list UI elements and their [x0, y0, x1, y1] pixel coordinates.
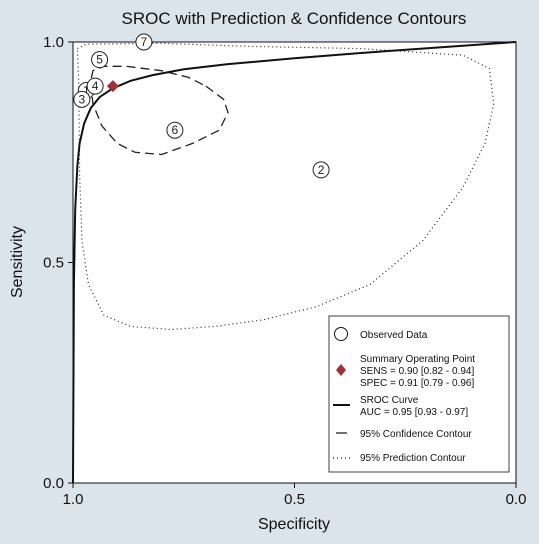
chart-title: SROC with Prediction & Confidence Contou… — [122, 9, 467, 28]
confidence-contour — [90, 65, 229, 156]
legend-confidence-label: 95% Confidence Contour — [360, 429, 472, 440]
x-axis-label: Specificity — [258, 516, 330, 533]
legend: Observed Data Summary Operating Point SE… — [328, 315, 510, 473]
y-tick-label: 0.0 — [43, 475, 64, 492]
legend-summary-title: Summary Operating Point — [360, 354, 475, 365]
observed-point-label: 7 — [141, 35, 148, 49]
observed-point-label: 5 — [96, 53, 103, 67]
observed-point-6: 6 — [166, 121, 184, 139]
observed-point-marker — [135, 33, 153, 51]
observed-point-4: 4 — [86, 77, 104, 95]
summary-operating-point — [106, 80, 119, 93]
legend-observed-label: Observed Data — [360, 330, 428, 341]
legend-summary-sens: SENS = 0.90 [0.82 - 0.94] — [360, 366, 474, 377]
legend-summary-spec: SPEC = 0.91 [0.79 - 0.96] — [360, 378, 474, 389]
legend-sroc-auc: AUC = 0.95 [0.93 - 0.97] — [360, 407, 468, 418]
y-tick-label: 0.5 — [43, 255, 64, 272]
x-tick-label: 0.0 — [506, 491, 527, 508]
observed-point-marker — [73, 90, 91, 108]
observed-point-label: 1 — [83, 84, 90, 98]
legend-box — [328, 315, 510, 473]
y-axis-label: Sensitivity — [9, 226, 26, 298]
legend-summary-symbol — [336, 364, 346, 376]
axis-ticks: 1.0 0.5 0.0 0.0 0.5 1.0 — [43, 34, 526, 508]
legend-observed-symbol — [334, 327, 348, 341]
observed-point-2: 2 — [312, 161, 330, 179]
observed-point-3: 3 — [73, 90, 91, 108]
observed-point-marker — [312, 161, 330, 179]
observed-point-label: 3 — [79, 92, 86, 106]
legend-prediction-label: 95% Prediction Contour — [360, 453, 466, 464]
points-layer: 1 2 34 5 6 7 — [73, 33, 330, 179]
observed-point-label: 6 — [172, 123, 179, 137]
legend-sroc-title: SROC Curve — [360, 395, 419, 406]
observed-point-marker — [86, 77, 104, 95]
x-tick-label: 0.5 — [284, 491, 305, 508]
observed-point-marker — [91, 51, 109, 69]
observed-point-marker — [166, 121, 184, 139]
observed-point-label: 2 — [318, 163, 325, 177]
observed-point-5: 5 — [91, 51, 109, 69]
observed-point-7: 7 — [135, 33, 153, 51]
observed-point-label: 4 — [92, 79, 99, 93]
x-tick-label: 1.0 — [63, 491, 84, 508]
y-tick-label: 1.0 — [43, 34, 64, 51]
